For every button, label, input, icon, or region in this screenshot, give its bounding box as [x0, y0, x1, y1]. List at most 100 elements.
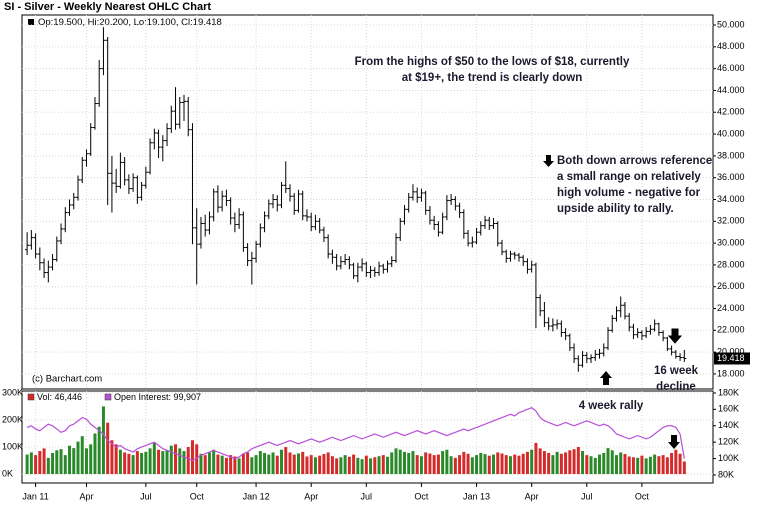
volume-bar [589, 456, 593, 475]
volume-bar [644, 458, 648, 475]
y-tick-label: 30.000 [717, 237, 745, 247]
x-tick-label: Apr [79, 491, 93, 501]
volume-bar [169, 445, 173, 475]
volume-bar [301, 451, 305, 475]
volume-bar [76, 441, 80, 475]
volume-bar [538, 448, 542, 475]
volume-bar [441, 451, 445, 475]
volume-bar [381, 455, 385, 475]
volume-bar [292, 454, 296, 475]
volume-bar [42, 448, 46, 475]
annotation: Both down arrows reference [557, 155, 712, 167]
y2-tick-label: 180K [718, 387, 739, 397]
volume-bar [377, 456, 381, 475]
volume-bar [483, 454, 487, 475]
y-tick-label: 26.000 [717, 281, 745, 291]
volume-bar [106, 422, 110, 475]
volume-bar [665, 457, 669, 475]
last-price-label: 19.418 [717, 353, 745, 363]
volume-bar [390, 452, 394, 475]
volume-bar [63, 455, 67, 475]
volume-bar [207, 452, 211, 475]
y-tick-label: 22.000 [717, 325, 745, 335]
volume-bar [305, 456, 309, 475]
legend-swatch [104, 393, 112, 401]
volume-bar [25, 454, 29, 475]
volume-bar [212, 449, 216, 475]
y-tick-label: 42.000 [717, 107, 745, 117]
volume-bar [140, 452, 144, 475]
volume-bar [123, 452, 127, 475]
legend-label: Open Interest: 99,907 [114, 392, 201, 402]
y-tick-label: 100K [2, 441, 23, 451]
volume-bar [152, 442, 156, 475]
volume-bar [576, 447, 580, 475]
volume-bar [309, 455, 313, 475]
volume-bar [682, 461, 686, 475]
volume-bar [284, 447, 288, 475]
volume-bar [593, 457, 597, 475]
volume-bar [458, 455, 462, 475]
volume-bar [513, 454, 517, 475]
x-tick-label: Jul [361, 491, 373, 501]
x-tick-label: Apr [525, 491, 539, 501]
volume-bar [492, 454, 496, 475]
volume-bar [148, 448, 152, 475]
volume-bar [263, 452, 267, 475]
annotation: at $19+, the trend is clearly down [402, 72, 583, 84]
volume-bar [157, 449, 161, 475]
volume-bar [59, 449, 63, 475]
volume-bar [369, 458, 373, 475]
y-tick-label: 18.000 [717, 368, 745, 378]
volume-bar [581, 451, 585, 475]
volume-bar [330, 456, 334, 475]
volume-bar [326, 452, 330, 475]
volume-bar [131, 455, 135, 475]
volume-bar [627, 456, 631, 475]
volume-bar [186, 447, 190, 475]
volume-bar [568, 450, 572, 475]
x-tick-label: Oct [414, 491, 429, 501]
volume-bar [466, 453, 470, 475]
volume-bar [220, 455, 224, 475]
x-tick-label: Oct [635, 491, 650, 501]
volume-bar [347, 456, 351, 475]
volume-bar [564, 452, 568, 475]
volume-bar [296, 453, 300, 475]
volume-bar [432, 455, 436, 475]
y-tick-label: 28.000 [717, 259, 745, 269]
volume-bar [29, 452, 33, 475]
volume-bar [542, 451, 546, 475]
volume-bar [237, 458, 241, 475]
annotation: high volume - negative for [557, 187, 701, 199]
legend-swatch [28, 19, 34, 25]
volume-bar [657, 456, 661, 475]
volume-bar [585, 455, 589, 475]
volume-bar [445, 449, 449, 475]
volume-bar [415, 455, 419, 475]
volume-bar [174, 444, 178, 475]
volume-bar [648, 456, 652, 475]
last-price-box [714, 352, 750, 365]
y-tick-label: 0K [2, 468, 13, 478]
annotation: upside ability to rally. [557, 203, 674, 215]
volume-bar [411, 451, 415, 475]
volume-bar [640, 455, 644, 475]
volume-bar [559, 453, 563, 475]
volume-bar [110, 440, 114, 475]
copyright: (c) Barchart.com [32, 374, 102, 385]
y2-tick-label: 100K [718, 453, 739, 463]
volume-bar [89, 444, 93, 475]
volume-bar [407, 452, 411, 475]
volume-bar [250, 457, 254, 475]
volume-bar [521, 453, 525, 475]
volume-bar [653, 454, 657, 475]
volume-bar [97, 426, 101, 475]
volume-bar [534, 442, 538, 475]
legend-swatch [27, 393, 35, 401]
arrow-icon [543, 155, 554, 167]
x-tick-label: Jan 11 [22, 491, 48, 501]
y-tick-label: 24.000 [717, 303, 745, 313]
volume-bar [46, 457, 50, 475]
volume-bar [364, 455, 368, 475]
